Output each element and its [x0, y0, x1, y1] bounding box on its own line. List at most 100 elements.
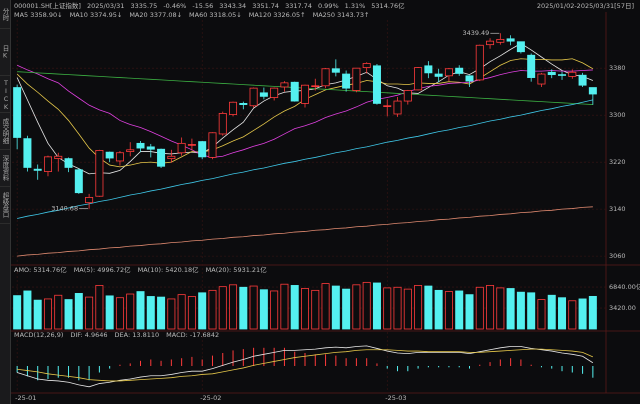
sidebar-tab[interactable]: 日K [0, 29, 10, 76]
candle-body [105, 151, 114, 159]
candle-body [516, 41, 525, 53]
volume-bar [23, 290, 32, 330]
candle-body [331, 68, 340, 73]
candle-body [352, 67, 361, 91]
header-item: 3343.34 [219, 2, 246, 10]
candle-body [115, 152, 124, 162]
x-tick-label: -25-02 [200, 394, 221, 402]
candle-body [229, 101, 238, 115]
volume-bar [280, 283, 289, 330]
candle-body [475, 44, 484, 81]
candle-body [157, 148, 166, 167]
legend-entry: DEA: 13.8110 [115, 331, 160, 339]
volume-bar [588, 295, 597, 330]
candle-body [403, 90, 412, 102]
candle-body [424, 65, 433, 74]
header-item: 2025/03/31 [87, 2, 124, 10]
y-tick-label: 3220 [609, 158, 626, 166]
volume-bar [85, 296, 94, 330]
candle-body [393, 100, 402, 115]
header-item: 3351.74 [252, 2, 279, 10]
legend-entry: DIF: 4.9646 [70, 331, 107, 339]
sidebar-tab[interactable]: 分时 [0, 0, 10, 29]
candle-body [537, 73, 546, 85]
x-tick-label: -25-03 [385, 394, 406, 402]
volume-bar [177, 294, 186, 330]
header-item: -15.56 [192, 2, 213, 10]
candle-body [383, 105, 392, 107]
volume-bar [414, 285, 423, 330]
volume-bar [167, 298, 176, 330]
volume-bar [33, 299, 42, 330]
candle-body [342, 73, 351, 89]
candle-body [290, 81, 299, 102]
sidebar-tab[interactable]: 超级盘口 [0, 187, 10, 224]
header-item: 1.31% [345, 2, 366, 10]
max-label: 3439.49 [462, 29, 489, 37]
volume-bar [486, 285, 495, 330]
candle-body [547, 71, 556, 76]
header-item: 000001.SH[上证指数] [14, 1, 81, 10]
volume-bar [249, 285, 258, 330]
sidebar-tab[interactable]: 成交明细 [0, 113, 10, 150]
volume-bar [187, 296, 196, 330]
legend-entry: MA120 3326.05↑ [249, 11, 306, 19]
candle-body [187, 144, 196, 146]
x-tick-label: -25-01 [15, 394, 36, 402]
sidebar: 分时 日K TICK 成交明细 深度资料 超级盘口 [0, 0, 11, 404]
candle-body [496, 38, 505, 43]
candle-body [95, 149, 104, 197]
candle-body [167, 155, 176, 160]
legend-entry: MA10 3374.95↓ [70, 11, 123, 19]
candle-body [270, 87, 279, 98]
candle-body [588, 87, 597, 95]
volume-bar [383, 287, 392, 330]
candle-body [506, 38, 515, 42]
legend-entry: MA250 3143.73↑ [313, 11, 370, 19]
header-item: -0.46% [163, 2, 186, 10]
candle-body [558, 74, 567, 76]
volume-bar [568, 300, 577, 330]
legend-entry: MA(20): 5931.21亿 [206, 265, 268, 274]
min-label: 3140.68 [51, 205, 78, 213]
candle-body [259, 92, 268, 97]
volume-bar [74, 293, 83, 330]
sidebar-tab[interactable]: TICK [0, 76, 10, 113]
volume-bar [198, 292, 207, 330]
volume-bar [311, 289, 320, 330]
volume-bar [136, 291, 145, 330]
volume-bar [455, 290, 464, 330]
candle-body [43, 156, 52, 172]
candle-body [126, 149, 135, 152]
volume-bar [558, 297, 567, 330]
candle-body [64, 158, 73, 168]
candle-body [136, 142, 145, 149]
candle-body [465, 75, 474, 82]
legend-entry: MACD: -17.6842 [166, 331, 219, 339]
volume-bar [331, 285, 340, 330]
volume-bar [342, 288, 351, 330]
volume-bar [362, 281, 371, 330]
candle-body [239, 103, 248, 105]
candle-body [311, 85, 320, 87]
volume-bar [475, 286, 484, 330]
y-tick-label: 3060 [609, 252, 626, 260]
legend-entry: MA20 3377.08↓ [129, 11, 182, 19]
volume-bar [301, 288, 309, 330]
legend-entry: MA(5): 4996.72亿 [74, 265, 131, 274]
candle-body [85, 196, 94, 204]
candle-body [54, 155, 63, 160]
candle-body [23, 138, 32, 168]
volume-bar [43, 298, 52, 330]
volume-bar [218, 286, 227, 330]
volume-bar [393, 286, 402, 330]
y-tick-label: 3420.00 [609, 304, 636, 312]
candle-body [527, 54, 536, 78]
volume-bar [352, 284, 361, 330]
date-range: 2025/01/02-2025/03/31[57日] [537, 2, 634, 10]
sidebar-tab[interactable]: 深度资料 [0, 150, 10, 187]
volume-bar [496, 287, 505, 330]
volume-bar [146, 296, 155, 330]
candle-body [249, 87, 258, 107]
